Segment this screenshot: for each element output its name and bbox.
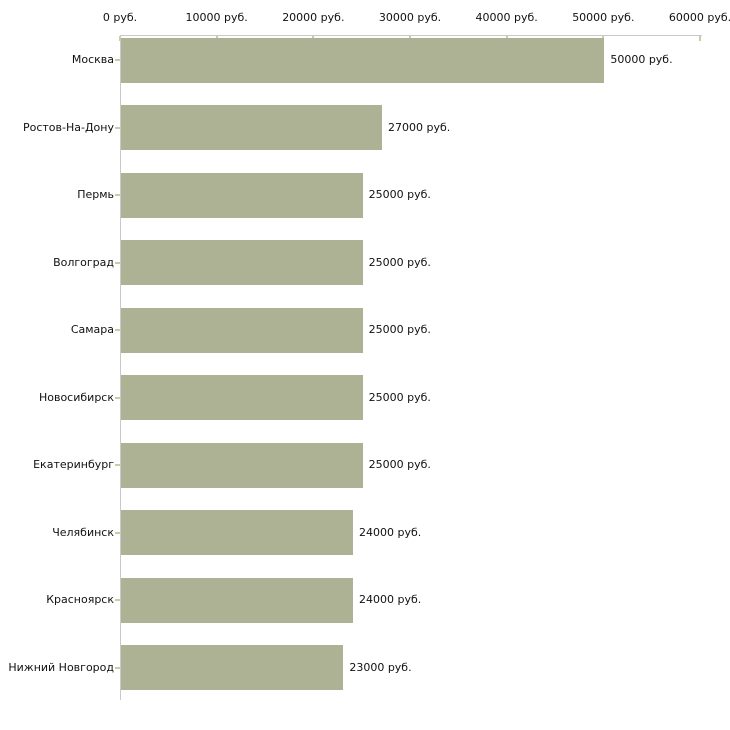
category-label: Красноярск <box>46 593 114 606</box>
x-tick-label: 50000 руб. <box>572 11 635 24</box>
bar <box>121 172 363 218</box>
category-tick-mark <box>115 666 120 669</box>
category-tick-mark <box>115 599 120 601</box>
category-label: Ростов-На-Дону <box>22 120 114 134</box>
bar <box>121 240 363 285</box>
value-label: 25000 руб. <box>368 323 431 336</box>
bar <box>121 510 353 555</box>
x-tick-mark <box>699 36 701 41</box>
value-label: 25000 руб. <box>368 255 431 269</box>
category-tick-mark <box>115 59 120 61</box>
value-label: 23000 руб. <box>349 660 412 674</box>
x-tick-label: 10000 руб. <box>185 11 248 24</box>
value-label: 25000 руб. <box>368 458 431 471</box>
category-label: Самара <box>70 323 114 336</box>
bar <box>121 577 353 623</box>
bar <box>121 442 363 488</box>
category-label: Волгоград <box>53 255 114 269</box>
bar <box>121 645 344 690</box>
x-axis-line <box>120 35 702 36</box>
value-label: 50000 руб. <box>610 53 673 66</box>
category-label: Екатеринбург <box>33 458 114 471</box>
bar <box>121 37 605 83</box>
value-label: 24000 руб. <box>359 525 422 539</box>
bar <box>121 307 363 353</box>
category-label: Пермь <box>77 188 114 201</box>
category-tick-mark <box>115 329 120 331</box>
x-tick-label: 20000 руб. <box>282 11 345 24</box>
category-tick-mark <box>115 464 120 466</box>
category-tick-mark <box>115 396 120 399</box>
x-tick-label: 60000 руб. <box>668 11 730 24</box>
category-label: Челябинск <box>52 525 114 539</box>
x-tick-label: 30000 руб. <box>378 11 442 24</box>
category-label: Новосибирск <box>38 390 114 404</box>
category-label: Нижний Новгород <box>8 660 114 674</box>
category-label: Москва <box>71 53 114 66</box>
value-label: 24000 руб. <box>359 593 422 606</box>
y-axis-line <box>120 35 121 700</box>
bar <box>121 375 363 420</box>
x-tick-mark <box>119 36 121 41</box>
value-label: 27000 руб. <box>388 120 451 134</box>
category-tick-mark <box>115 194 120 196</box>
category-tick-mark <box>115 261 120 264</box>
bar <box>121 105 382 150</box>
value-label: 25000 руб. <box>368 188 431 201</box>
x-tick-label: 0 руб. <box>102 11 138 24</box>
value-label: 25000 руб. <box>368 390 431 404</box>
x-tick-label: 40000 руб. <box>475 11 538 24</box>
category-tick-mark <box>115 531 120 534</box>
category-tick-mark <box>115 126 120 129</box>
